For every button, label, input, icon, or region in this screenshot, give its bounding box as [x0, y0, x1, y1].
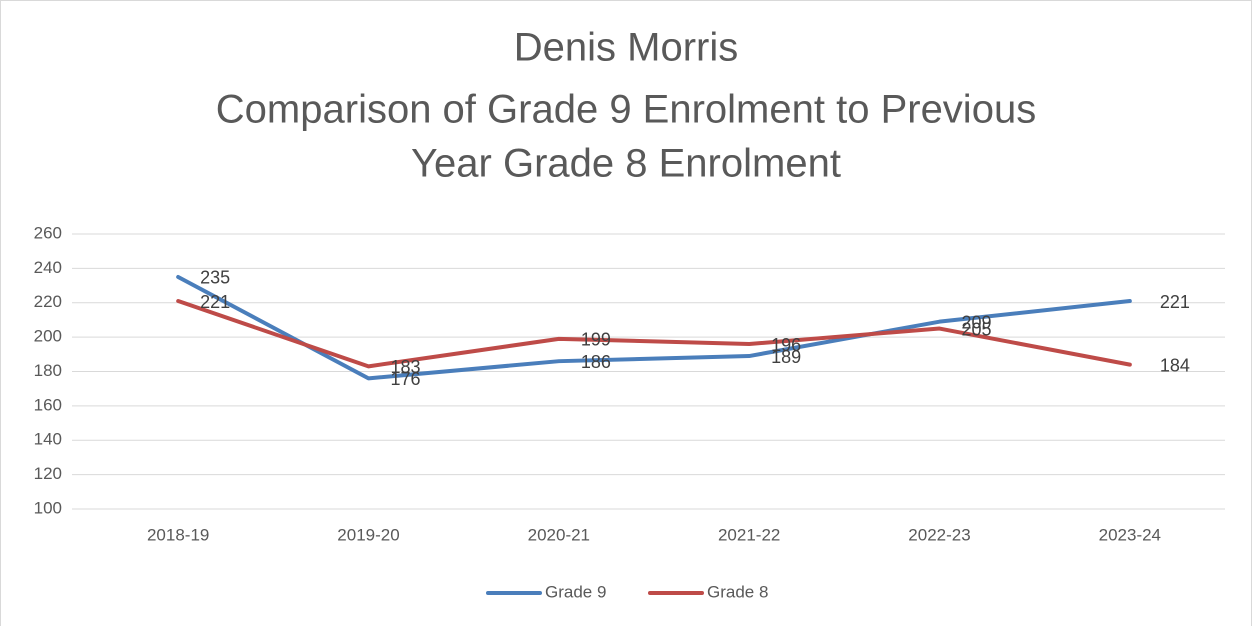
data-label: 205 [962, 319, 992, 339]
data-label: 186 [581, 352, 611, 372]
series-line [176, 274, 1132, 381]
y-tick-label: 180 [34, 361, 62, 380]
y-tick-label: 240 [34, 258, 62, 277]
y-tick-label: 160 [34, 395, 62, 414]
chart-title: Comparison of Grade 9 Enrolment to Previ… [216, 88, 1036, 132]
data-label: 176 [391, 369, 421, 389]
x-tick-label: 2021-22 [718, 525, 780, 544]
x-tick-label: 2022-23 [908, 525, 970, 544]
y-tick-label: 200 [34, 327, 62, 346]
data-label: 183 [391, 357, 421, 377]
y-tick-label: 120 [34, 464, 62, 483]
y-tick-label: 220 [34, 292, 62, 311]
x-tick-label: 2023-24 [1099, 525, 1161, 544]
data-label: 199 [581, 330, 611, 350]
data-label: 235 [200, 268, 230, 288]
legend-label: Grade 8 [707, 582, 768, 601]
x-tick-label: 2019-20 [337, 525, 399, 544]
series-line [176, 299, 1132, 369]
data-label: 209 [962, 312, 992, 332]
data-label: 184 [1160, 355, 1190, 375]
data-label: 221 [1160, 292, 1190, 312]
data-label: 196 [771, 335, 801, 355]
x-tick-label: 2020-21 [528, 525, 590, 544]
y-tick-label: 140 [34, 430, 62, 449]
x-tick-label: 2018-19 [147, 525, 209, 544]
chart-title: Denis Morris [514, 26, 738, 70]
y-tick-label: 260 [34, 223, 62, 242]
y-tick-label: 100 [34, 498, 62, 517]
data-label: 189 [771, 347, 801, 367]
chart-title: Year Grade 8 Enrolment [411, 142, 841, 186]
legend-label: Grade 9 [545, 582, 606, 601]
data-label: 221 [200, 292, 230, 312]
